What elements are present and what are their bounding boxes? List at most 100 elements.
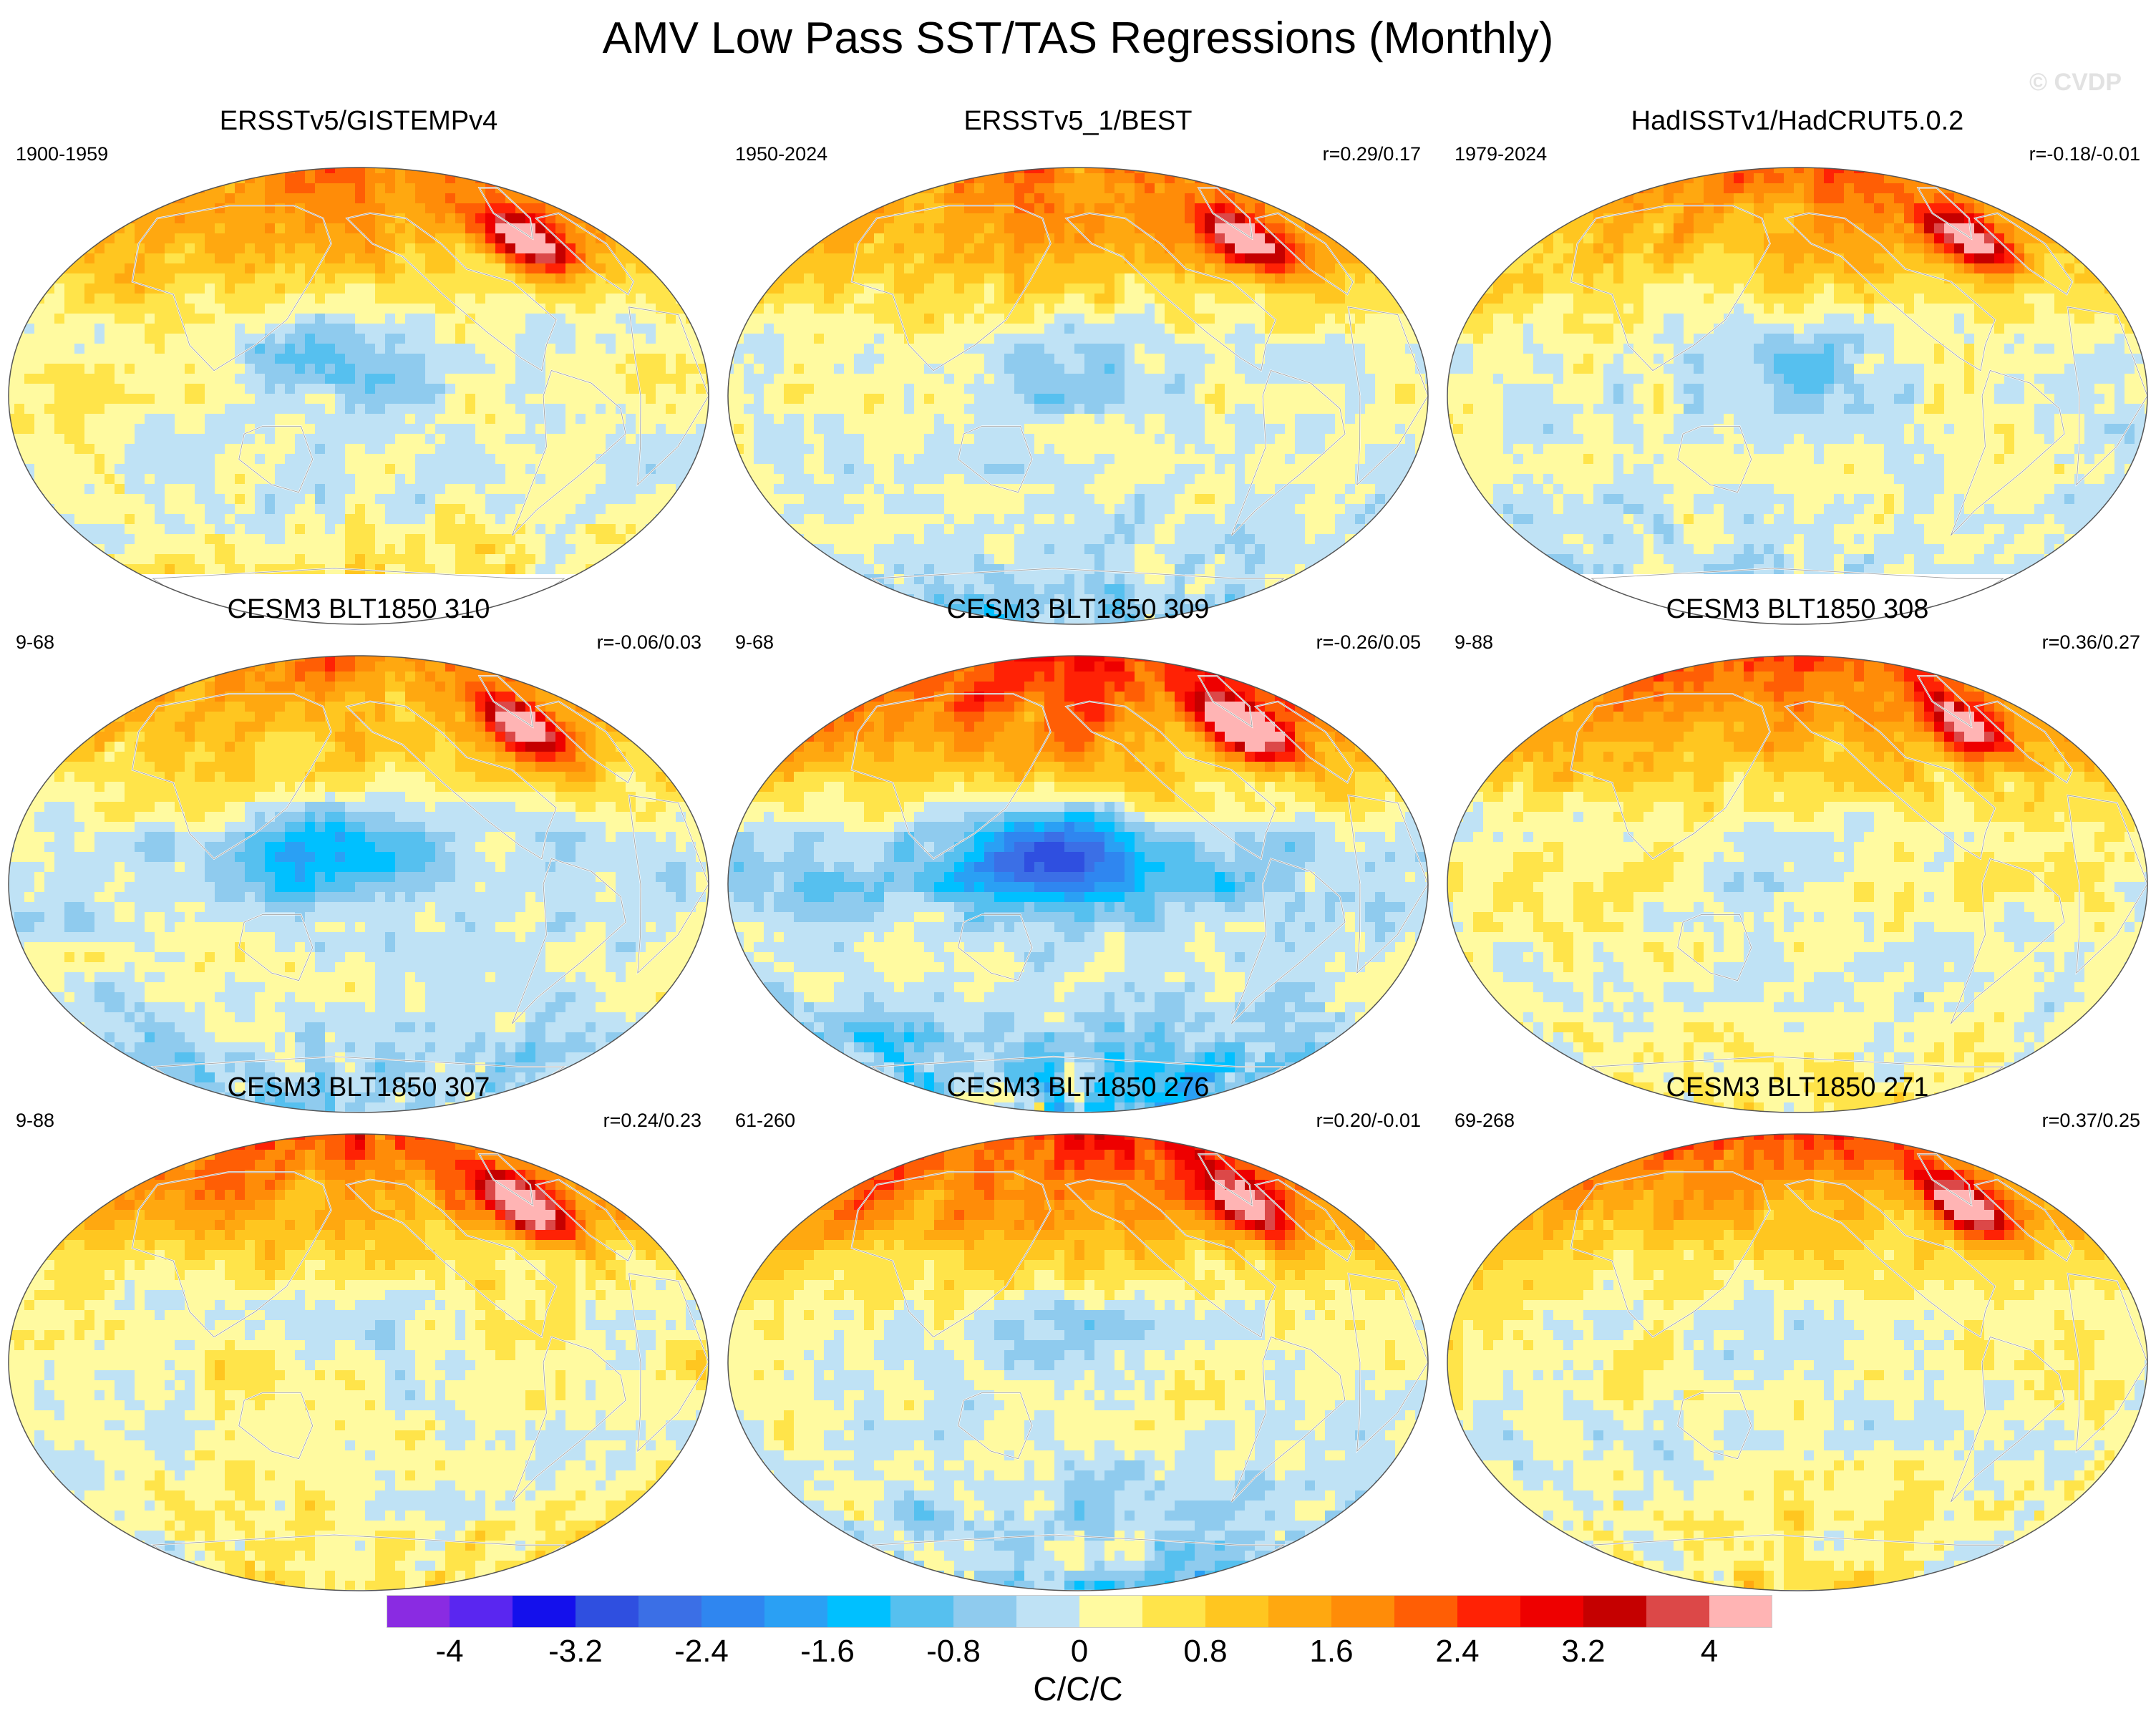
coastline-eurasia-edge: [1570, 205, 1771, 372]
panel-correlation: r=0.20/-0.01: [1316, 1110, 1421, 1132]
coastline-south-america-edge: [512, 858, 626, 1024]
panel-title: CESM3 BLT1850 307: [4, 1072, 713, 1103]
coastline-australia-edge: [238, 1392, 314, 1460]
coastline-eurasia-edge: [1570, 693, 1771, 860]
colorbar-tick-label: -1.6: [770, 1634, 885, 1669]
coastline-europe-edge: [1974, 1179, 2073, 1261]
regression-map: [727, 655, 1429, 1113]
coastline-eurasia-edge: [851, 693, 1052, 860]
colorbar-swatch: [1394, 1595, 1458, 1628]
panel-title: CESM3 BLT1850 276: [724, 1072, 1432, 1103]
map-frame: [8, 167, 709, 625]
colorbar-tick-label: 0: [1022, 1634, 1137, 1669]
coastline-south-america-edge: [1951, 1337, 2065, 1503]
cvdp-watermark: © CVDP: [2029, 69, 2122, 97]
colorbar-tick-label: 3.2: [1526, 1634, 1641, 1669]
map-frame: [1447, 1133, 2148, 1591]
regression-field: [9, 168, 709, 624]
colorbar-swatch: [1331, 1595, 1395, 1628]
regression-map: [8, 1133, 709, 1591]
map-panel: CESM3 BLT1850 308 9-88 r=0.36/0.27: [1443, 594, 2152, 1117]
panel-correlation: r=0.36/0.27: [2042, 631, 2140, 654]
coastline-antarctica-edge: [871, 1534, 1285, 1591]
coastline-south-america-edge: [1951, 858, 2065, 1024]
map-frame: [8, 1133, 709, 1591]
map-panel: CESM3 BLT1850 310 9-68 r=-0.06/0.03: [4, 594, 713, 1117]
coastline-africa-edge: [628, 1273, 709, 1453]
coastline-south-america-edge: [512, 1337, 626, 1503]
coastline-eurasia-edge: [1570, 1171, 1771, 1338]
coastline-australia-edge: [958, 914, 1033, 981]
map-panel: CESM3 BLT1850 307 9-88 r=0.24/0.23: [4, 1072, 713, 1595]
colorbar-swatch: [1457, 1595, 1521, 1628]
panel-period: 9-68: [735, 631, 774, 654]
coastline-greenland-edge: [1917, 1153, 1972, 1206]
colorbar-swatch: [1079, 1595, 1143, 1628]
coastline-europe-edge: [1974, 701, 2073, 783]
coastline-australia-edge: [1677, 426, 1752, 493]
coastline-australia-edge: [1677, 1392, 1752, 1460]
coastline-eurasia-edge: [132, 205, 332, 372]
panel-period: 9-88: [1455, 631, 1493, 654]
regression-field: [1447, 656, 2147, 1112]
coastline-south-america-edge: [1231, 858, 1346, 1024]
colorbar-swatch: [764, 1595, 828, 1628]
coastline-europe-edge: [1974, 213, 2073, 295]
coastline-antarctica-edge: [152, 1056, 565, 1112]
coastline-africa-edge: [1348, 1273, 1428, 1453]
panel-correlation: r=0.24/0.23: [603, 1110, 701, 1132]
coastline-south-america-edge: [1951, 370, 2065, 536]
panel-period: 9-88: [16, 1110, 54, 1132]
coastline-antarctica-edge: [152, 568, 565, 624]
map-frame: [8, 655, 709, 1113]
coastline-antarctica-edge: [871, 1056, 1285, 1112]
coastline-greenland-edge: [1198, 675, 1253, 728]
regression-field: [9, 656, 709, 1112]
colorbar-swatch: [1142, 1595, 1206, 1628]
colorbar-swatch: [953, 1595, 1017, 1628]
coastline-europe-edge: [1255, 701, 1354, 783]
map-frame: [727, 167, 1429, 625]
coastline-greenland-edge: [478, 675, 533, 728]
regression-field: [728, 1134, 1428, 1591]
colorbar-tick-label: 2.4: [1400, 1634, 1515, 1669]
coastline-europe-edge: [535, 701, 634, 783]
panel-period: 1900-1959: [16, 143, 108, 165]
coastline-africa-edge: [2067, 1273, 2147, 1453]
colorbar-tick-label: -0.8: [896, 1634, 1011, 1669]
coastline-africa-edge: [1348, 795, 1428, 974]
figure-title: AMV Low Pass SST/TAS Regressions (Monthl…: [0, 13, 2156, 64]
coastline-greenland-edge: [1917, 675, 1972, 728]
colorbar-swatch: [1520, 1595, 1584, 1628]
regression-map: [1447, 655, 2148, 1113]
map-panel: CESM3 BLT1850 271 69-268 r=0.37/0.25: [1443, 1072, 2152, 1595]
coastline-eurasia-edge: [851, 1171, 1052, 1338]
coastline-north-america-edge: [1065, 701, 1276, 860]
colorbar-tick-label: -4: [392, 1634, 507, 1669]
coastline-eurasia-edge: [132, 1171, 332, 1338]
panel-title: ERSSTv5_1/BEST: [724, 106, 1432, 137]
map-frame: [1447, 167, 2148, 625]
coastline-antarctica-edge: [1591, 1056, 2004, 1112]
colorbar-swatch: [638, 1595, 702, 1628]
regression-map: [1447, 1133, 2148, 1591]
coastline-antarctica-edge: [1591, 1534, 2004, 1591]
panel-title: CESM3 BLT1850 308: [1443, 594, 2152, 625]
coastline-europe-edge: [535, 213, 634, 295]
coastline-africa-edge: [628, 795, 709, 974]
map-panel: CESM3 BLT1850 276 61-260 r=0.20/-0.01: [724, 1072, 1432, 1595]
coastline-australia-edge: [958, 426, 1033, 493]
coastline-eurasia-edge: [851, 205, 1052, 372]
coastline-north-america-edge: [1784, 701, 1996, 860]
colorbar-swatch: [1268, 1595, 1332, 1628]
regression-map: [727, 1133, 1429, 1591]
panel-period: 69-268: [1455, 1110, 1515, 1132]
colorbar-tick-label: 1.6: [1274, 1634, 1389, 1669]
coastline-north-america-edge: [1065, 213, 1276, 372]
coastline-africa-edge: [628, 306, 709, 486]
colorbar-swatch: [1646, 1595, 1710, 1628]
coastline-south-america-edge: [512, 370, 626, 536]
map-panel: CESM3 BLT1850 309 9-68 r=-0.26/0.05: [724, 594, 1432, 1117]
coastline-greenland-edge: [1198, 1153, 1253, 1206]
coastline-europe-edge: [1255, 213, 1354, 295]
